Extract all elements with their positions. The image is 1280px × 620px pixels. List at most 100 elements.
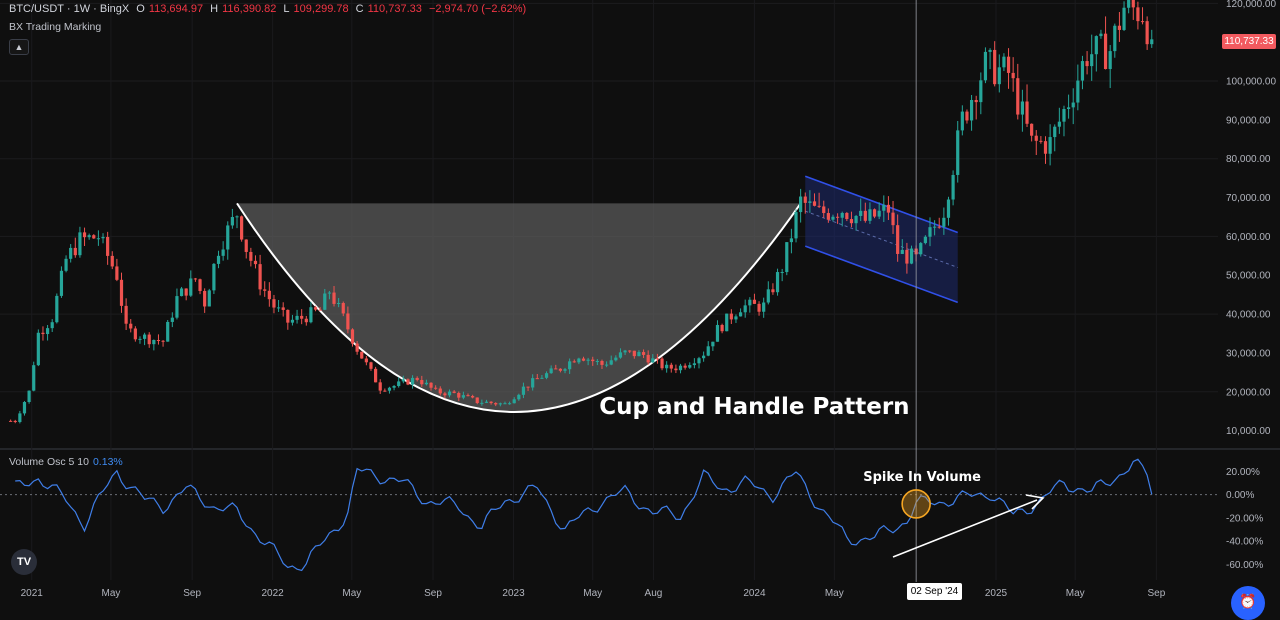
candle — [974, 99, 978, 103]
candle — [812, 201, 817, 206]
candle — [1131, 0, 1135, 8]
candle — [766, 289, 770, 303]
candle — [216, 255, 221, 264]
candle — [535, 378, 539, 380]
candle — [1090, 54, 1094, 67]
candle — [859, 210, 863, 216]
candle — [249, 251, 253, 261]
candle — [447, 391, 452, 396]
candle — [443, 393, 447, 396]
candle — [452, 391, 456, 393]
candle — [651, 358, 655, 363]
time-axis-label: Sep — [183, 588, 201, 599]
candle — [711, 341, 715, 347]
volume-osc-header[interactable]: Volume Osc 5 10 0.13% — [9, 456, 123, 468]
candle — [706, 346, 710, 356]
candle — [849, 219, 854, 224]
cup-handle-label: Cup and Handle Pattern — [599, 394, 909, 420]
candle — [937, 226, 941, 228]
candle — [230, 217, 234, 226]
low-value: 109,299.78 — [293, 3, 349, 15]
candle — [979, 80, 983, 103]
candle — [290, 319, 295, 323]
candle — [785, 242, 789, 273]
candle — [374, 368, 378, 383]
time-axis-label: 2023 — [502, 588, 525, 599]
candle — [1103, 33, 1108, 70]
candle — [757, 303, 761, 312]
candle — [22, 402, 27, 414]
candle — [988, 49, 992, 52]
channel-top — [804, 175, 958, 234]
candle — [993, 49, 997, 85]
candle — [789, 238, 793, 243]
chart-canvas[interactable]: 120,000.00110,000.00100,000.0090,000.008… — [0, 0, 1280, 605]
tradingview-logo[interactable]: TV — [11, 549, 37, 575]
candle — [166, 321, 170, 342]
candle — [641, 352, 646, 355]
change-value: −2,974.70 (−2.62%) — [428, 3, 527, 15]
candle — [295, 315, 299, 320]
candle — [69, 247, 73, 259]
candle — [55, 295, 59, 323]
candle — [101, 236, 105, 239]
candle — [397, 381, 401, 386]
candle — [253, 260, 258, 265]
candle — [965, 111, 969, 121]
candle — [480, 402, 484, 404]
low-label: L — [283, 3, 290, 15]
candle — [267, 290, 271, 300]
time-axis-label: Aug — [645, 588, 663, 599]
candle — [1085, 61, 1089, 67]
candle — [715, 324, 720, 342]
candle — [471, 396, 475, 398]
candle — [697, 358, 701, 364]
candle — [286, 309, 290, 323]
candle — [212, 263, 216, 291]
candle — [563, 369, 567, 371]
indicator-label[interactable]: BX Trading Marking — [9, 21, 102, 33]
last-price-tag: 110,737.33 — [1222, 34, 1276, 49]
candle — [512, 399, 516, 404]
candle — [900, 249, 904, 254]
candle — [494, 403, 498, 405]
cup-pattern — [236, 202, 802, 413]
candle — [156, 340, 161, 342]
candle — [863, 210, 867, 221]
candle — [928, 227, 932, 237]
chevron-up-icon[interactable]: ▲ — [9, 39, 29, 55]
candle — [1099, 33, 1103, 37]
candle — [983, 51, 988, 81]
time-axis-label: Sep — [424, 588, 442, 599]
candle — [87, 235, 91, 238]
symbol-name[interactable]: BTC/USDT · 1W · BingX — [9, 3, 130, 15]
candle — [1025, 101, 1029, 124]
candle — [558, 368, 562, 371]
candle — [415, 377, 419, 381]
alert-icon[interactable]: ⏰ — [1231, 586, 1265, 620]
candle — [1076, 80, 1080, 103]
candle — [554, 368, 558, 370]
candle — [110, 255, 114, 267]
candle — [1002, 56, 1006, 68]
candle — [203, 290, 207, 307]
candle — [429, 382, 433, 388]
candle — [457, 392, 461, 398]
candle — [263, 289, 267, 291]
candle — [817, 205, 821, 207]
handle-channel — [804, 175, 958, 304]
candle — [438, 388, 442, 394]
candle — [725, 313, 729, 332]
candle — [775, 272, 780, 293]
candle — [27, 390, 31, 403]
candle — [300, 315, 304, 319]
candle — [1043, 141, 1048, 154]
candle — [688, 365, 692, 368]
candle — [674, 368, 678, 371]
candle — [424, 382, 429, 385]
candle — [119, 279, 124, 306]
symbol-header: BTC/USDT · 1W · BingX O 113,694.97 H 116,3… — [9, 3, 526, 15]
candle — [665, 364, 669, 369]
candle — [9, 420, 13, 422]
candle — [1067, 107, 1071, 109]
